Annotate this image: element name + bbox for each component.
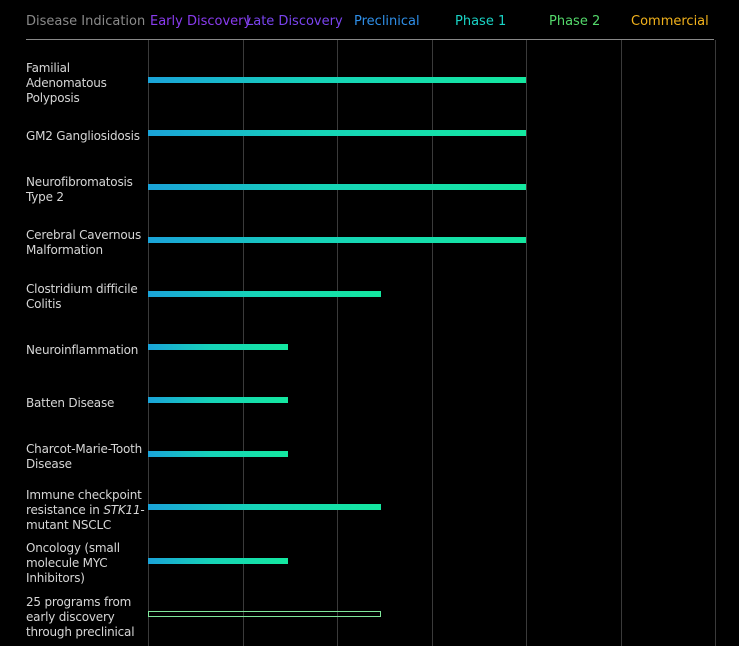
program-progress-bar xyxy=(148,504,381,510)
program-label: GM2 Gangliosidosis xyxy=(26,129,140,143)
program-progress-bar xyxy=(148,77,526,83)
program-progress-bar xyxy=(148,558,288,564)
stage-gridline xyxy=(432,40,433,646)
header-stage-preclinical: Preclinical xyxy=(354,14,420,29)
program-progress-bar xyxy=(148,184,526,190)
program-label: Cerebral Cavernous Malformation xyxy=(26,228,142,257)
program-progress-bar xyxy=(148,237,526,243)
program-label-text: Immune checkpoint resistance in xyxy=(26,488,142,517)
program-label: Oncology (small molecule MYC Inhibitors) xyxy=(26,541,120,585)
program-label: Immune checkpoint resistance in STK11-mu… xyxy=(26,488,150,533)
program-progress-bar xyxy=(148,130,526,136)
program-progress-bar xyxy=(148,291,381,297)
header-stage-phase-1: Phase 1 xyxy=(455,14,507,29)
program-progress-bar xyxy=(148,344,288,350)
program-label: Charcot-Marie-Tooth Disease xyxy=(26,442,143,471)
program-progress-bar xyxy=(148,451,288,457)
header-stage-late-discovery: Late Discovery xyxy=(246,14,343,29)
header-stage-early-discovery: Early Discovery xyxy=(150,14,252,29)
header-rule xyxy=(26,39,714,40)
program-label: Neuroinflammation xyxy=(26,343,139,357)
program-label: 25 programs from early discovery through… xyxy=(26,595,135,639)
header-stage-phase-2: Phase 2 xyxy=(549,14,601,29)
stage-gridline xyxy=(715,40,716,646)
header-stage-commercial: Commercial xyxy=(631,14,709,29)
stage-gridline xyxy=(337,40,338,646)
program-progress-bar xyxy=(148,397,288,403)
program-label: Batten Disease xyxy=(26,396,115,410)
program-label: Familial Adenomatous Polyposis xyxy=(26,61,107,105)
stage-gridline xyxy=(243,40,244,646)
program-label-text: -mutant NSCLC xyxy=(26,503,145,532)
program-label-gene: STK11 xyxy=(103,503,141,517)
stage-gridline xyxy=(526,40,527,646)
program-label: Clostridium difficile Colitis xyxy=(26,282,138,311)
program-progress-bar xyxy=(148,611,381,617)
header-disease-indication: Disease Indication xyxy=(26,14,146,29)
stage-gridline xyxy=(621,40,622,646)
program-label: Neurofibromatosis Type 2 xyxy=(26,175,133,204)
stage-gridline xyxy=(148,40,149,646)
